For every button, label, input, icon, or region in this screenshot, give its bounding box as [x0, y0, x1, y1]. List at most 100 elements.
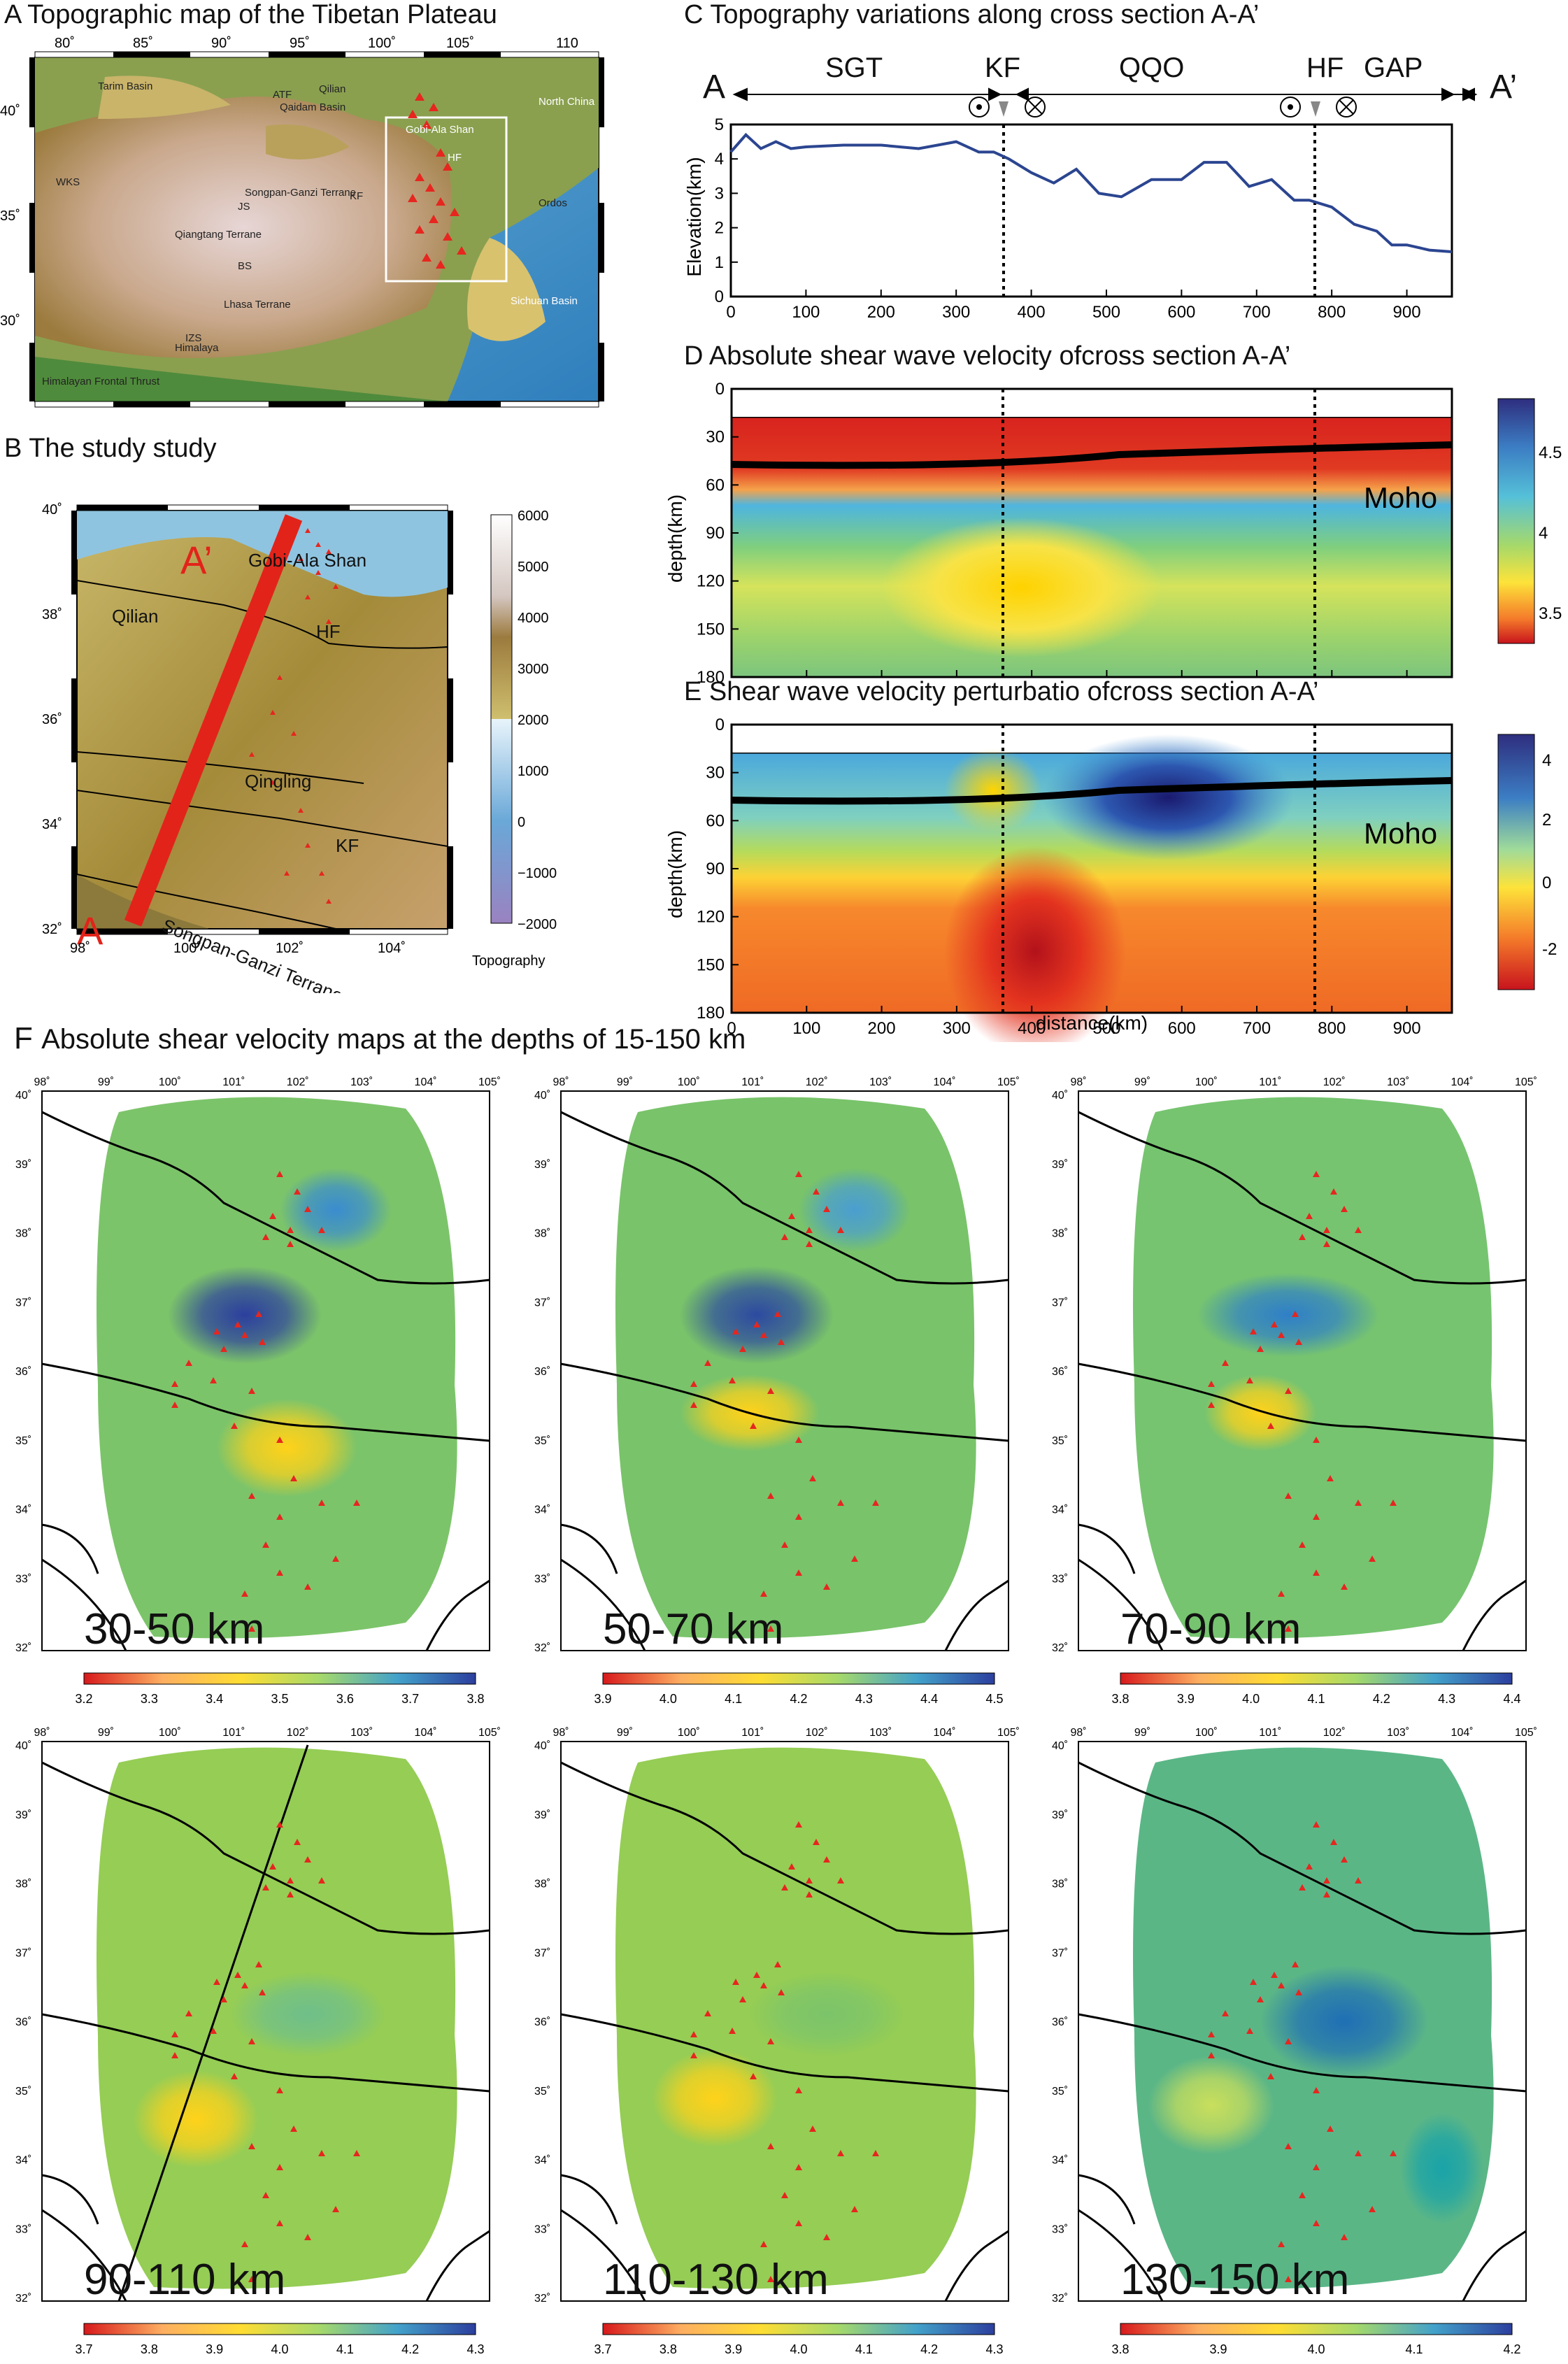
lon-tick: 101˚ [741, 1727, 764, 1739]
cbar-tick: 2000 [518, 713, 549, 728]
lat-tick: 37˚ [1052, 1297, 1068, 1309]
depth-label: 90-110 km [84, 2256, 285, 2304]
station-marker [750, 1423, 757, 1429]
lon-tick: 103˚ [869, 1076, 892, 1088]
station-marker [823, 1206, 830, 1212]
section-end-a-prime: A’ [1490, 69, 1517, 106]
station-marker [1295, 1339, 1302, 1345]
lon-tick: 105˚ [478, 1727, 501, 1739]
cbar-tick: 3.8 [1111, 1692, 1129, 1706]
lon-tick: 98˚ [70, 941, 90, 956]
station-marker [276, 1437, 283, 1443]
station-marker [1285, 2038, 1292, 2044]
station-marker [318, 2150, 325, 2156]
station-marker [171, 2052, 178, 2058]
map-label: Himalayan Frontal Thrust [42, 376, 160, 387]
station-marker [276, 1514, 283, 1520]
panel-c-title: C Topography variations along cross sect… [684, 0, 1260, 29]
station-marker [1323, 1891, 1330, 1897]
cbar-tick: 3.6 [336, 1692, 354, 1706]
station-marker [408, 194, 418, 202]
station-marker [774, 1961, 781, 1967]
y-tick: 60 [706, 811, 725, 830]
panel-a-labels: Tarim Basin Qaidam Basin Qilian ATF Gobi… [42, 80, 595, 387]
station-marker [1208, 2052, 1215, 2058]
lat-tick: 32˚ [534, 2293, 550, 2305]
velocity-colorbar [83, 2323, 476, 2335]
station-marker [304, 2234, 311, 2240]
station-marker [767, 1388, 774, 1394]
lon-tick: 102˚ [276, 941, 304, 956]
cbar-tick: 3.3 [141, 1692, 158, 1706]
cbar-tick: 6000 [518, 508, 549, 524]
panel-b-title: B The study study [4, 434, 217, 463]
lat-tick: 33˚ [1052, 1573, 1068, 1585]
cbar-tick: 4.3 [985, 2342, 1003, 2356]
velocity-colorbar [83, 1672, 476, 1685]
x-tick: 300 [943, 1019, 971, 1038]
cbar-tick: 4.0 [790, 2342, 807, 2356]
station-marker [231, 2073, 238, 2079]
station-marker [287, 1877, 294, 1884]
station-marker [1299, 1541, 1306, 1548]
station-marker [1222, 2010, 1229, 2016]
velocity-map-4: 98˚ 99˚ 100˚ 101˚ 102˚ 103˚ 104˚ 105˚ 40˚ 39˚ 38˚ 3… [15, 1727, 501, 2356]
map-label: Qilian [319, 83, 345, 95]
lat-tick: 40˚ [1052, 1740, 1068, 1752]
lon-tick: 100˚ [1195, 1727, 1218, 1739]
x-tick: 400 [1018, 303, 1046, 322]
station-marker [1330, 1839, 1337, 1845]
cbar-tick: 3.9 [725, 2342, 742, 2356]
x-tick: 500 [1092, 303, 1120, 322]
x-tick: 700 [1243, 303, 1271, 322]
station-marker [1295, 1989, 1302, 1995]
velocity-map-3: 98˚ 99˚ 100˚ 101˚ 102˚ 103˚ 104˚ 105˚ 40˚ 39˚ 38˚ 3… [1052, 1076, 1537, 1706]
station-marker [287, 1227, 294, 1233]
station-marker [1330, 1188, 1337, 1195]
lon-tick: 100˚ [159, 1727, 181, 1739]
station-marker [753, 1972, 760, 1978]
velocity-colorbar [1120, 1672, 1513, 1685]
station-marker [872, 1500, 879, 1506]
station-marker [823, 2234, 830, 2240]
station-marker [823, 1856, 830, 1863]
station-marker [1313, 1821, 1320, 1828]
cbar-tick: 3.7 [75, 2342, 92, 2356]
panel-f-letter: F [14, 1021, 33, 1055]
station-marker [185, 2010, 192, 2016]
segment-label: QQO [1119, 52, 1184, 83]
x-tick: 0 [726, 303, 735, 322]
station-marker [781, 2192, 788, 2198]
lon-tick: 98˚ [553, 1076, 569, 1088]
cbar-tick: 4.1 [855, 2342, 873, 2356]
station-marker [262, 2192, 269, 2198]
lat-tick: 34˚ [42, 817, 62, 832]
profile-end-a-prime: A’ [180, 538, 213, 582]
depth-label: 70-90 km [1120, 1605, 1301, 1653]
velocity-map-2: 98˚ 99˚ 100˚ 101˚ 102˚ 103˚ 104˚ 105˚ 40˚ 39˚ 38˚ 3… [534, 1076, 1020, 1706]
station-marker [1208, 1381, 1215, 1387]
station-marker [1313, 1569, 1320, 1576]
lon-tick: 103˚ [1387, 1727, 1409, 1739]
x-tick: 300 [942, 303, 970, 322]
station-marker [234, 1972, 241, 1978]
cbar-tick: 0 [1542, 874, 1551, 892]
station-marker [1292, 1311, 1299, 1317]
station-marker [795, 2220, 802, 2226]
cbar-tick: 4.5 [985, 1692, 1003, 1706]
cbar-tick: 4.1 [1307, 1692, 1325, 1706]
lat-tick: 39˚ [15, 1809, 31, 1821]
lat-tick: 36˚ [1052, 2016, 1068, 2028]
cbar-tick: 4.0 [1307, 2342, 1325, 2356]
station-marker [729, 2028, 736, 2034]
map-label: Sichuan Basin [511, 295, 578, 307]
station-marker [1222, 1360, 1229, 1366]
station-marker [1341, 1856, 1348, 1863]
station-marker [806, 1891, 813, 1897]
map-label: WKS [56, 176, 80, 188]
station-marker [290, 2126, 297, 2132]
station-marker [326, 899, 332, 904]
moho-label: Moho [1364, 481, 1437, 514]
station-marker [1208, 2031, 1215, 2037]
y-tick: 1 [715, 253, 724, 272]
